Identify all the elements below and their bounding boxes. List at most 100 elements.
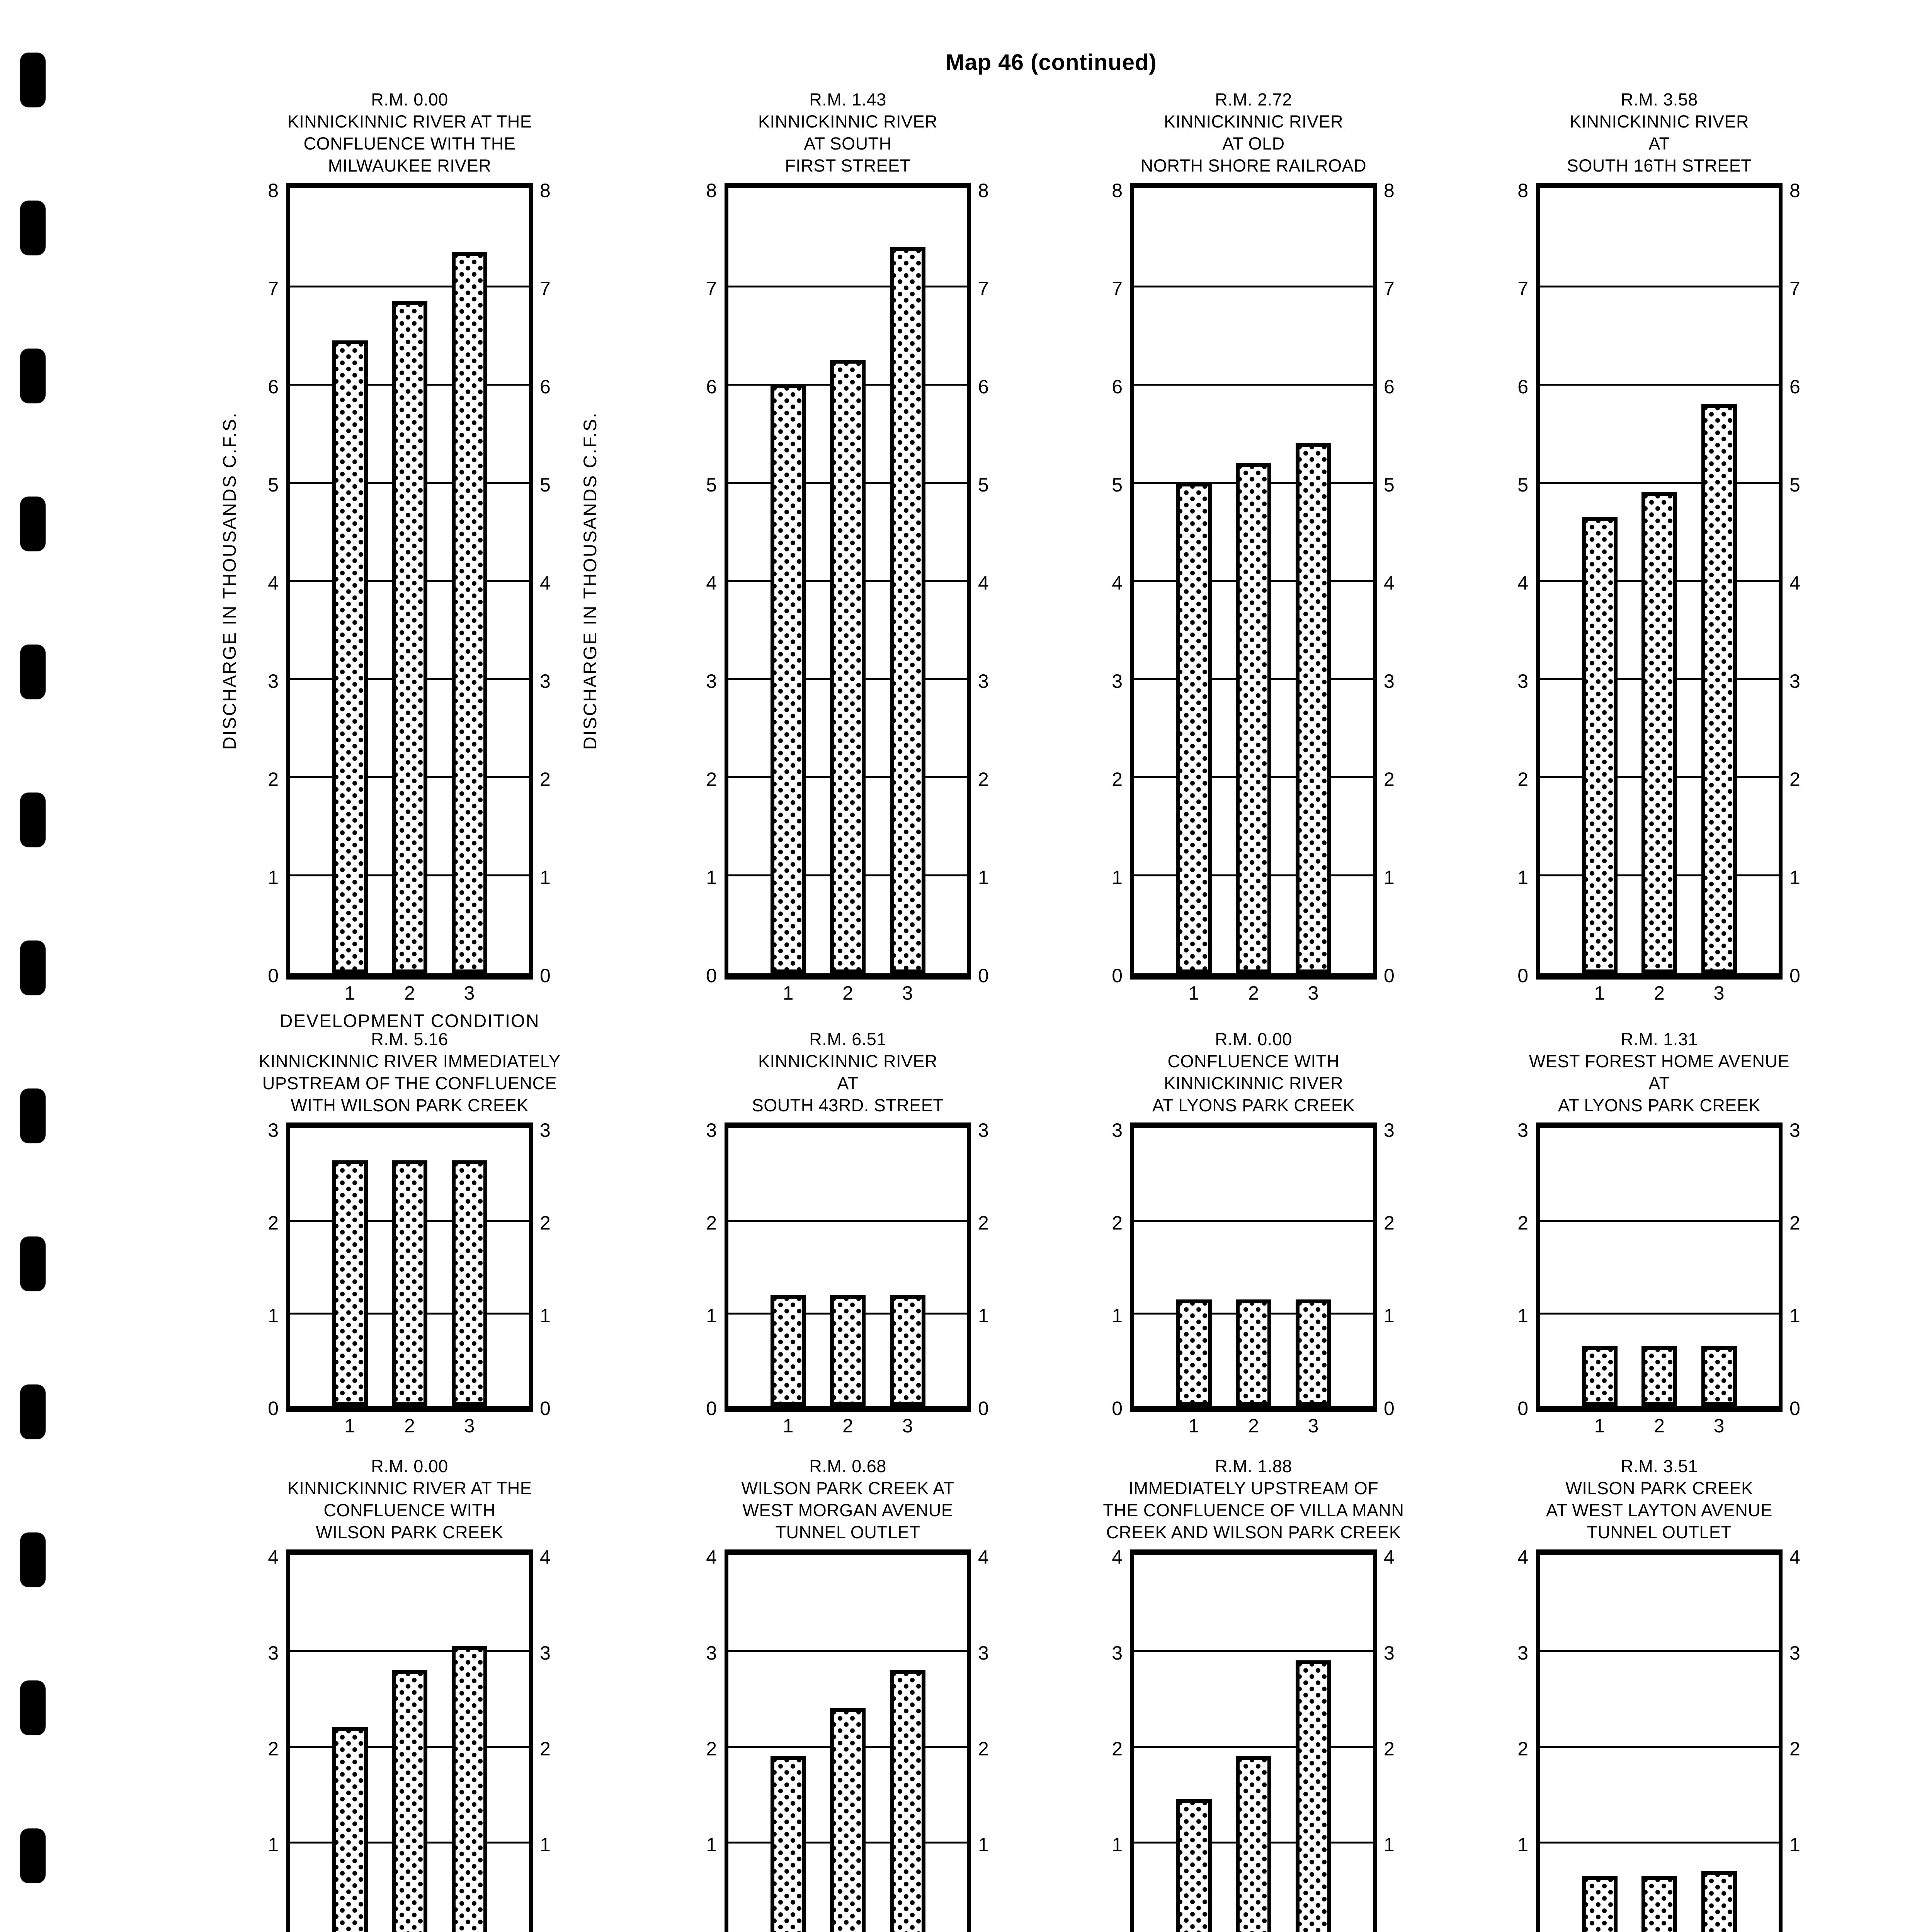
y-axis-tick-label: 5 — [706, 474, 717, 496]
y-axis-tick-label: 3 — [1112, 670, 1123, 692]
y-axis-tick-label: 4 — [1384, 572, 1395, 594]
bar-chart-plot: R.M. 0.00 CONFLUENCE WITH KINNICKINNIC RIV… — [1112, 1029, 1395, 1437]
chart-title-line: R.M. 0.68 — [809, 1456, 886, 1476]
y-axis-tick-label: 6 — [1384, 376, 1395, 398]
chart-title-line: WILSON PARK CREEK AT — [741, 1478, 954, 1498]
y-axis-tick-label: 4 — [268, 572, 279, 594]
chart-title-line: WEST FOREST HOME AVENUE — [1529, 1051, 1790, 1071]
y-axis-tick-label: 3 — [1384, 1642, 1395, 1664]
chart-title-line: KINNICKINNIC RIVER IMMEDIATELY — [259, 1051, 561, 1071]
chart-title-line: KINNICKINNIC RIVER AT THE — [287, 112, 532, 131]
bar — [392, 1160, 427, 1406]
chart-title: R.M. 3.51 WILSON PARK CREEK AT WEST LAYTON… — [1454, 1455, 1864, 1543]
y-axis-tick-label: 7 — [540, 278, 551, 299]
y-axis-tick-label: 5 — [540, 474, 551, 496]
chart-title-line: UPSTREAM OF THE CONFLUENCE — [262, 1073, 557, 1093]
y-axis-tick-label: 7 — [1517, 278, 1528, 299]
chart-title-line: R.M. 0.00 — [371, 1456, 448, 1476]
y-axis-tick-label: 2 — [268, 769, 279, 790]
bar — [1701, 1346, 1737, 1406]
bar — [1582, 517, 1618, 973]
gridline — [1134, 1746, 1373, 1748]
y-axis-tick-label: 7 — [1384, 278, 1395, 299]
y-axis-tick-label: 3 — [706, 1642, 717, 1664]
chart-title-line: R.M. 2.72 — [1215, 90, 1292, 109]
y-axis-tick-label: 7 — [978, 278, 989, 299]
y-axis-tick-label: 4 — [1789, 572, 1800, 594]
y-axis-tick-label: 7 — [1112, 278, 1123, 299]
chart-title-line: KINNICKINNIC RIVER AT THE — [287, 1478, 532, 1498]
y-axis-tick-label: 3 — [1112, 1119, 1123, 1141]
y-axis-tick-label: 2 — [540, 769, 551, 790]
y-axis-tick-label: 2 — [540, 1212, 551, 1234]
gridline — [1134, 286, 1373, 287]
y-axis-tick-label: 2 — [1112, 769, 1123, 790]
y-axis-tick-label: 7 — [268, 278, 279, 299]
y-axis-tick-label: 3 — [1517, 1642, 1528, 1664]
chart-title-line: TUNNEL OUTLET — [775, 1522, 920, 1542]
y-axis-tick-label: 0 — [268, 965, 279, 986]
chart-title-line: MILWAUKEE RIVER — [328, 156, 492, 175]
y-axis-tick-label: 2 — [706, 769, 717, 790]
y-axis-tick-label: 3 — [978, 670, 989, 692]
gridline — [1540, 1746, 1779, 1748]
chart-title-line: R.M. 1.43 — [809, 90, 886, 109]
y-axis-tick-label: 3 — [268, 670, 279, 692]
chart-title-line: THE CONFLUENCE OF VILLA MANN — [1103, 1500, 1404, 1520]
chart-title: R.M. 0.00 KINNICKINNIC RIVER AT THE CONFLU… — [205, 88, 614, 177]
x-axis-label: DEVELOPMENT CONDITION — [279, 1010, 540, 1031]
y-axis-tick-label: 4 — [268, 1546, 279, 1568]
y-axis-tick-label: 0 — [682, 1931, 717, 1932]
bar-chart-plot: R.M. 1.88 IMMEDIATELY UPSTREAM OF THE CONF… — [1103, 1456, 1404, 1932]
bar — [332, 1727, 368, 1932]
y-axis-tick-label: 2 — [268, 1738, 279, 1760]
y-axis-tick-label: 2 — [1112, 1738, 1123, 1760]
bar — [830, 1295, 866, 1406]
binding-hole — [20, 1236, 46, 1291]
y-axis-tick-label: 8 — [540, 180, 551, 201]
y-axis-tick-label: 5 — [978, 474, 989, 496]
gridline — [1540, 1842, 1779, 1844]
y-axis-tick-label: 3 — [706, 1119, 717, 1141]
chart-title-line: CONFLUENCE WITH THE — [303, 134, 516, 153]
chart-title-line: AT WEST LAYTON AVENUE — [1546, 1500, 1772, 1520]
y-axis-tick-label: 1 — [978, 1834, 989, 1855]
y-axis-tick-label: 1 — [268, 1305, 279, 1327]
y-axis-tick-label: 3 — [540, 1119, 551, 1141]
chart-title-line: WILSON PARK CREEK — [1565, 1478, 1753, 1498]
x-axis-tick-label: 1 — [1594, 1415, 1605, 1437]
y-axis-tick-label: 3 — [268, 1642, 279, 1664]
x-axis-tick-label: 1 — [1188, 982, 1199, 1004]
y-axis-tick-label: 3 — [1517, 670, 1528, 692]
y-axis-tick-label: 8 — [1517, 180, 1528, 201]
y-axis-tick-label: 1 — [1517, 1305, 1528, 1327]
chart-title: R.M. 0.00 KINNICKINNIC RIVER AT THE CONFLU… — [205, 1455, 614, 1543]
chart-title-line: FIRST STREET — [785, 156, 911, 175]
y-axis-tick-label: 6 — [706, 376, 717, 398]
chart-title: R.M. 6.51 KINNICKINNIC RIVER AT SOUTH 43RD.… — [643, 1028, 1053, 1116]
y-axis-tick-label: 1 — [706, 867, 717, 888]
bar — [1701, 404, 1737, 973]
binding-hole — [20, 497, 46, 551]
y-axis-tick-label: 1 — [1112, 1834, 1123, 1855]
chart-title-line: AT SOUTH — [804, 134, 892, 153]
x-axis-tick-label: 3 — [1308, 982, 1319, 1004]
bar — [452, 252, 487, 973]
y-axis-tick-label: 0 — [540, 1931, 575, 1932]
chart-title-line: KINNICKINNIC RIVER — [1569, 112, 1749, 131]
binding-hole — [20, 1384, 46, 1439]
y-axis-label: DISCHARGE IN THOUSANDS C.F.S. — [580, 412, 600, 750]
y-axis-tick-label: 1 — [706, 1305, 717, 1327]
y-axis-tick-label: 0 — [1384, 965, 1395, 986]
gridline — [1540, 286, 1779, 287]
y-axis-tick-label: 7 — [706, 278, 717, 299]
y-axis-tick-label: 2 — [706, 1738, 717, 1760]
bar — [1701, 1871, 1737, 1932]
chart-title-line: AT — [1648, 1073, 1670, 1093]
y-axis-tick-label: 4 — [540, 572, 551, 594]
x-axis-tick-label: 3 — [464, 1415, 475, 1437]
bar — [1296, 1299, 1331, 1406]
bar — [452, 1646, 487, 1932]
x-axis-tick-label: 2 — [842, 1415, 853, 1437]
